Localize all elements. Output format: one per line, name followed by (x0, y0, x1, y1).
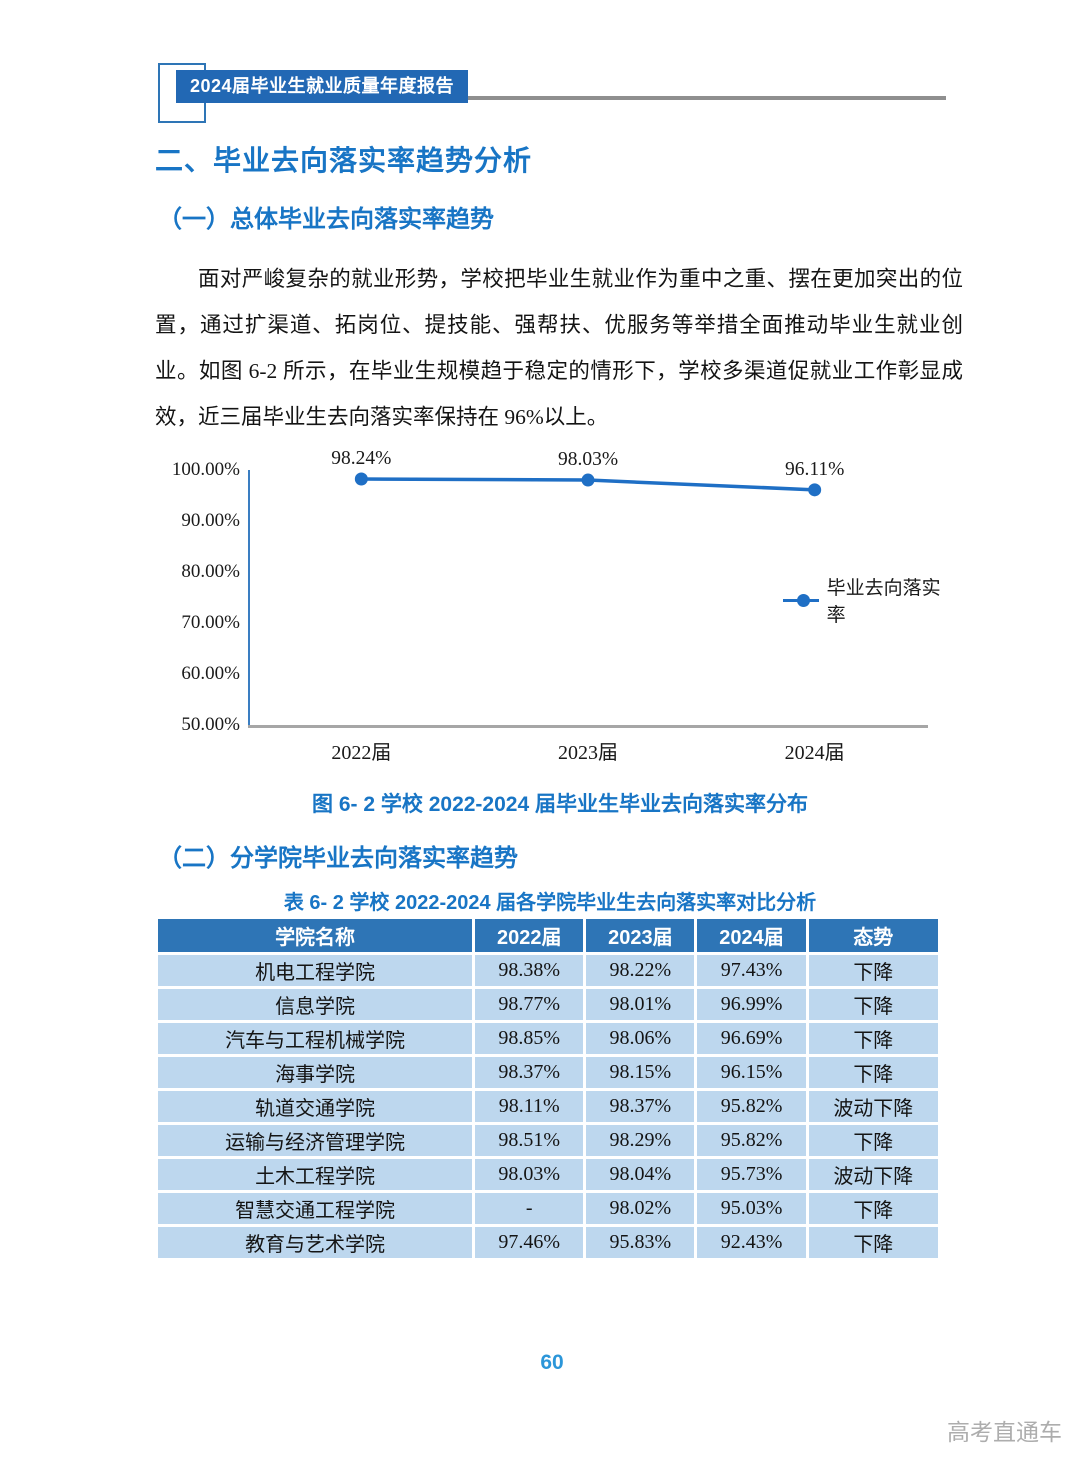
table-cell: 98.51% (472, 1122, 587, 1159)
table-cell: 95.82% (694, 1088, 809, 1125)
table-cell: 汽车与工程机械学院 (154, 1020, 476, 1057)
table-cell: 下降 (805, 1224, 942, 1261)
y-axis-tick-label: 90.00% (181, 510, 240, 531)
table-cell: 98.01% (583, 986, 698, 1023)
section-title: 二、毕业去向落实率趋势分析 (155, 145, 533, 176)
table-cell: 下降 (805, 1190, 942, 1227)
x-axis-tick-label: 2024届 (784, 742, 845, 764)
report-header-badge: 2024届毕业生就业质量年度报告 (176, 70, 469, 103)
table-row: 机电工程学院 98.38% 98.22% 97.43% 下降 (154, 952, 942, 989)
data-point-marker (808, 483, 822, 497)
table-row: 土木工程学院 98.03% 98.04% 95.73% 波动下降 (154, 1156, 942, 1193)
chart-line-svg (354, 472, 822, 497)
line-chart: 毕业去向落实率 100.00% 90.00% 80.00% 70.00% 60.00% 5… (155, 440, 945, 770)
table-cell: 下降 (805, 1054, 942, 1091)
table-header-cell: 态势 (805, 916, 942, 955)
y-axis-tick-label: 80.00% (181, 561, 240, 582)
x-axis-tick-label: 2022届 (331, 742, 392, 764)
table-cell: 95.83% (583, 1224, 698, 1261)
table-caption: 表 6- 2 学校 2022-2024 届各学院毕业生去向落实率对比分析 (283, 892, 817, 914)
data-point-label: 98.24% (331, 447, 392, 469)
table-cell: 98.37% (472, 1054, 587, 1091)
table-cell: 98.22% (583, 952, 698, 989)
figure-caption: 图 6- 2 学校 2022-2024 届毕业生毕业去向落实率分布 (312, 793, 808, 816)
table-cell: 轨道交通学院 (154, 1088, 476, 1125)
table-cell: 98.29% (583, 1122, 698, 1159)
table-cell: 98.15% (583, 1054, 698, 1091)
table-cell: 98.02% (583, 1190, 698, 1227)
table-header-cell: 2023届 (583, 916, 698, 955)
table-cell: 98.85% (472, 1020, 587, 1057)
data-point-label: 98.03% (557, 449, 619, 471)
x-axis-line (248, 725, 928, 728)
table-header-cell: 2022届 (472, 916, 587, 955)
chart-legend: 毕业去向落实率 (783, 578, 945, 626)
table-cell: 土木工程学院 (154, 1156, 476, 1193)
table-cell: 97.46% (472, 1224, 587, 1261)
table-row: 信息学院 98.77% 98.01% 96.99% 下降 (154, 986, 942, 1023)
header-rule (448, 96, 946, 100)
data-point-label: 96.11% (784, 458, 845, 480)
table-cell: - (472, 1190, 587, 1227)
table-header-row: 学院名称 2022届 2023届 2024届 态势 (154, 916, 942, 955)
table-cell: 下降 (805, 986, 942, 1023)
table-cell: 智慧交通工程学院 (154, 1190, 476, 1227)
table-cell: 98.77% (472, 986, 587, 1023)
table-row: 教育与艺术学院 97.46% 95.83% 92.43% 下降 (154, 1224, 942, 1261)
y-axis-tick-label: 50.00% (181, 714, 240, 735)
table-cell: 95.03% (694, 1190, 809, 1227)
y-axis-tick-label: 70.00% (181, 612, 240, 633)
table-row: 汽车与工程机械学院 98.85% 98.06% 96.69% 下降 (154, 1020, 942, 1057)
table-cell: 96.99% (694, 986, 809, 1023)
legend-label: 毕业去向落实率 (826, 578, 941, 626)
table-cell: 波动下降 (805, 1156, 942, 1193)
table-cell: 教育与艺术学院 (154, 1224, 476, 1261)
table-header-cell: 2024届 (694, 916, 809, 955)
watermark: 高考直通车 (947, 1419, 1062, 1445)
colleges-table: 学院名称 2022届 2023届 2024届 态势 机电工程学院 98.38% 98… (154, 916, 942, 1261)
table-cell: 98.38% (472, 952, 587, 989)
table-cell: 98.06% (583, 1020, 698, 1057)
table-cell: 下降 (805, 1020, 942, 1057)
table-cell: 下降 (805, 1122, 942, 1159)
y-axis-line (248, 470, 250, 726)
table-row: 轨道交通学院 98.11% 98.37% 95.82% 波动下降 (154, 1088, 942, 1125)
table-cell: 海事学院 (154, 1054, 476, 1091)
data-point-marker (581, 473, 595, 487)
table-cell: 92.43% (694, 1224, 809, 1261)
table-cell: 97.43% (694, 952, 809, 989)
table-cell: 96.15% (694, 1054, 809, 1091)
table-row: 智慧交通工程学院 -98.02% 95.03% 下降 (154, 1190, 942, 1227)
y-axis-tick-label: 100.00% (171, 459, 240, 480)
table-cell: 信息学院 (154, 986, 476, 1023)
table-cell: 95.73% (694, 1156, 809, 1193)
table-cell: 98.37% (583, 1088, 698, 1125)
y-axis-tick-label: 60.00% (181, 663, 240, 684)
subsection-title-1: （一）总体毕业去向落实率趋势 (158, 206, 494, 233)
page-number: 60 (540, 1351, 564, 1374)
table-cell: 机电工程学院 (154, 952, 476, 989)
table-cell: 运输与经济管理学院 (154, 1122, 476, 1159)
table-cell: 98.04% (583, 1156, 698, 1193)
table-cell: 波动下降 (805, 1088, 942, 1125)
body-paragraph: 面对严峻复杂的就业形势，学校把毕业生就业作为重中之重、摆在更加突出的位置，通过扩… (155, 267, 963, 429)
table-header-cell: 学院名称 (154, 916, 476, 955)
table-cell: 98.11% (472, 1088, 587, 1125)
legend-marker-icon (783, 593, 819, 607)
table-cell: 95.82% (694, 1122, 809, 1159)
x-axis-tick-label: 2023届 (558, 742, 618, 764)
table-cell: 98.03% (472, 1156, 587, 1193)
table-cell: 96.69% (694, 1020, 809, 1057)
table-row: 海事学院 98.37% 98.15% 96.15% 下降 (154, 1054, 942, 1091)
table-cell: 下降 (805, 952, 942, 989)
table-row: 运输与经济管理学院 98.51% 98.29% 95.82% 下降 (154, 1122, 942, 1159)
subsection-title-2: （二）分学院毕业去向落实率趋势 (158, 845, 518, 872)
data-point-marker (354, 472, 368, 486)
